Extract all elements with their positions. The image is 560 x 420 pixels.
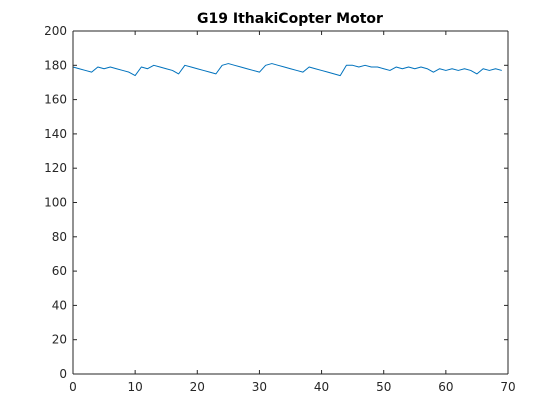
series-layer: [72, 63, 502, 77]
x-tick-label: 30: [252, 380, 267, 394]
y-tick-label: 20: [52, 333, 67, 347]
x-tick-label: 20: [190, 380, 205, 394]
y-tick-label: 200: [44, 24, 67, 38]
x-tick-label: 10: [128, 380, 143, 394]
y-tick-label: 60: [52, 264, 67, 278]
y-tick-label: 120: [44, 161, 67, 175]
y-tick-label: 180: [44, 58, 67, 72]
series-line: [72, 63, 502, 77]
y-tick-label: 140: [44, 127, 67, 141]
plot-area: [73, 31, 508, 374]
ticks-layer: 0 10 20 30 40 50 60 70 0 20 40 60 80 100 120 140 160 180 2…: [44, 24, 516, 394]
x-tick-label: 40: [314, 380, 329, 394]
x-tick-label: 50: [376, 380, 391, 394]
x-tick-label: 60: [438, 380, 453, 394]
x-tick-label: 70: [500, 380, 515, 394]
x-tick-label: 0: [69, 380, 77, 394]
y-tick-label: 80: [52, 230, 67, 244]
y-tick-label: 100: [44, 196, 67, 210]
y-tick-label: 160: [44, 93, 67, 107]
y-tick-label: 40: [52, 298, 67, 312]
chart-title: G19 IthakiCopter Motor: [197, 11, 383, 27]
y-tick-label: 0: [59, 367, 67, 381]
